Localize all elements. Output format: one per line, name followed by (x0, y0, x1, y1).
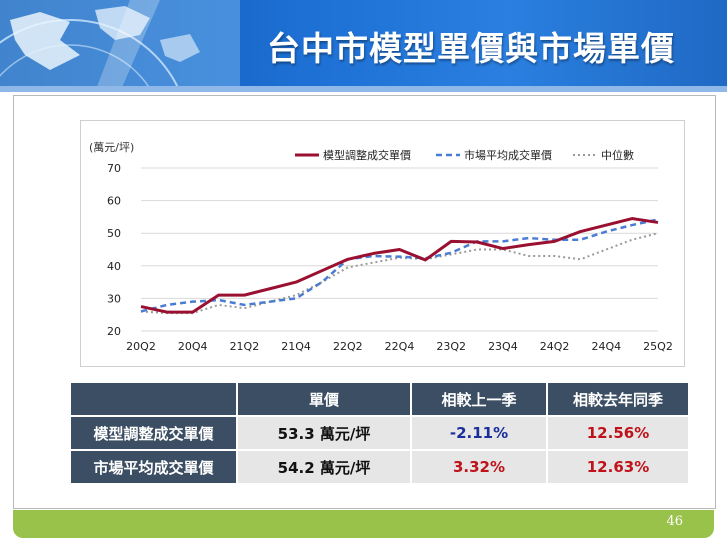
slide-title: 台中市模型單價與市場單價 (267, 29, 675, 68)
row-label: 模型調整成交單價 (69, 415, 238, 451)
price-cell: 53.3 萬元/坪 (236, 415, 412, 451)
x-tick-label: 21Q2 (230, 340, 260, 353)
slide-footer (13, 510, 714, 538)
series-line (140, 217, 659, 314)
x-tick-label: 22Q4 (385, 340, 415, 353)
y-tick-label: 30 (107, 292, 121, 305)
legend-label: 中位數 (601, 148, 634, 162)
table-header-row: 單價 相較上一季 相較去年同季 (69, 381, 690, 417)
header-stripe (0, 86, 727, 92)
line-chart: 20 30 40 50 60 70 (萬元/坪) 20Q2 20Q4 21Q2 21Q4 22Q2 22… (89, 141, 673, 353)
x-tick-label: 20Q2 (126, 340, 156, 353)
x-tick-label: 23Q2 (436, 340, 466, 353)
series-line (140, 232, 659, 315)
y-tick-label: 70 (107, 162, 121, 175)
y-tick-label: 60 (107, 195, 121, 208)
table-header-qoq: 相較上一季 (410, 381, 548, 417)
x-tick-label: 23Q4 (488, 340, 518, 353)
price-cell: 54.2 萬元/坪 (236, 449, 412, 485)
y-tick-label: 40 (107, 260, 121, 273)
x-tick-label: 21Q4 (281, 340, 311, 353)
table-header-blank (69, 381, 238, 417)
table-row: 模型調整成交單價 53.3 萬元/坪 -2.11% 12.56% (69, 415, 690, 451)
qoq-cell: 3.32% (410, 449, 548, 485)
yoy-cell: 12.63% (546, 449, 690, 485)
x-tick-label: 22Q2 (333, 340, 363, 353)
x-tick-label: 24Q2 (540, 340, 570, 353)
slide-header (0, 0, 727, 92)
x-tick-label: 24Q4 (591, 340, 621, 353)
y-tick-label: 50 (107, 227, 121, 240)
legend-label: 模型調整成交單價 (323, 148, 411, 162)
y-unit-label: (萬元/坪) (89, 141, 134, 154)
summary-table: 單價 相較上一季 相較去年同季 模型調整成交單價 53.3 萬元/坪 -2.11… (69, 381, 690, 485)
x-tick-label: 20Q4 (178, 340, 208, 353)
x-tick-label: 25Q2 (643, 340, 673, 353)
legend-label: 市場平均成交單價 (464, 148, 552, 162)
series-line (140, 218, 659, 313)
row-label: 市場平均成交單價 (69, 449, 238, 485)
yoy-cell: 12.56% (546, 415, 690, 451)
qoq-cell: -2.11% (410, 415, 548, 451)
chart-area: 20 30 40 50 60 70 (萬元/坪) 20Q2 20Q4 21Q2 21Q4 22Q2 22… (80, 120, 685, 367)
page-number: 46 (666, 514, 683, 529)
y-tick-label: 20 (107, 325, 121, 338)
table-row: 市場平均成交單價 54.2 萬元/坪 3.32% 12.63% (69, 449, 690, 485)
map-decoration-icon (0, 0, 240, 92)
table-header-price: 單價 (236, 381, 412, 417)
table-header-yoy: 相較去年同季 (546, 381, 690, 417)
